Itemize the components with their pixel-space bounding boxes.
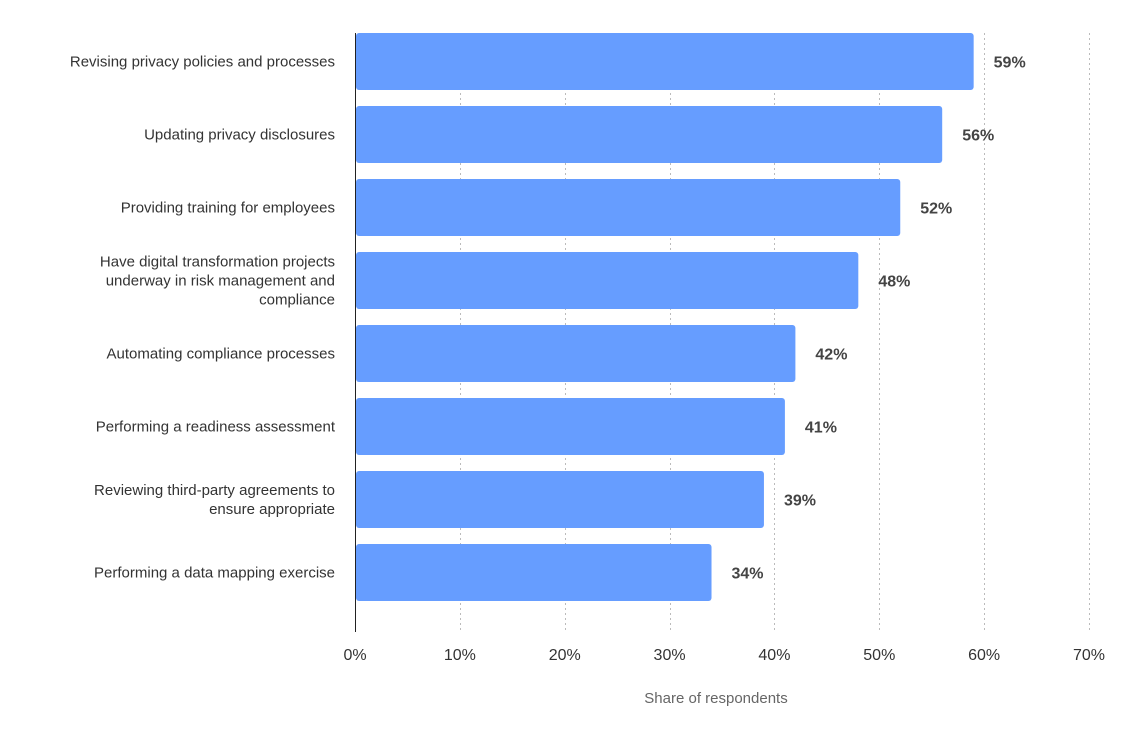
value-label: 48%	[878, 274, 910, 291]
bar	[356, 471, 764, 528]
x-tick-label: 30%	[654, 647, 686, 664]
value-label: 42%	[815, 347, 847, 364]
value-label: 34%	[732, 566, 764, 583]
x-tick-label: 70%	[1073, 647, 1105, 664]
bar	[356, 179, 901, 236]
category-label: Reviewing third-party agreements to ensur…	[94, 482, 335, 518]
x-axis-ticks: 0% 10% 20% 30% 40% 50% 60% 70%	[343, 647, 1105, 664]
category-label: Providing training for employees	[121, 200, 335, 217]
bar	[356, 398, 785, 455]
value-label: 56%	[962, 128, 994, 145]
bar	[356, 252, 859, 309]
category-label: Performing a readiness assessment	[96, 419, 336, 436]
bars	[356, 33, 974, 601]
category-label: Revising privacy policies and processes	[70, 54, 335, 71]
bar	[356, 106, 943, 163]
x-tick-label: 40%	[758, 647, 790, 664]
bar	[356, 33, 974, 90]
category-label: Performing a data mapping exercise	[94, 565, 335, 582]
category-label: Automating compliance processes	[107, 346, 335, 363]
x-axis-title: Share of respondents	[644, 690, 787, 707]
x-tick-label: 50%	[863, 647, 895, 664]
value-label: 52%	[920, 201, 952, 218]
bar	[356, 544, 712, 601]
x-tick-label: 20%	[549, 647, 581, 664]
bar	[356, 325, 796, 382]
value-label: 59%	[994, 55, 1026, 72]
x-tick-label: 0%	[343, 647, 366, 664]
category-label: Have digital transformation projects unde…	[100, 254, 335, 309]
value-label: 39%	[784, 493, 816, 510]
value-label: 41%	[805, 420, 837, 437]
category-labels: Revising privacy policies and processes U…	[70, 54, 336, 582]
category-label: Updating privacy disclosures	[144, 127, 335, 144]
x-tick-label: 10%	[444, 647, 476, 664]
value-labels: 59% 56% 52% 48% 42% 41% 39% 34%	[732, 55, 1026, 583]
x-tick-label: 60%	[968, 647, 1000, 664]
